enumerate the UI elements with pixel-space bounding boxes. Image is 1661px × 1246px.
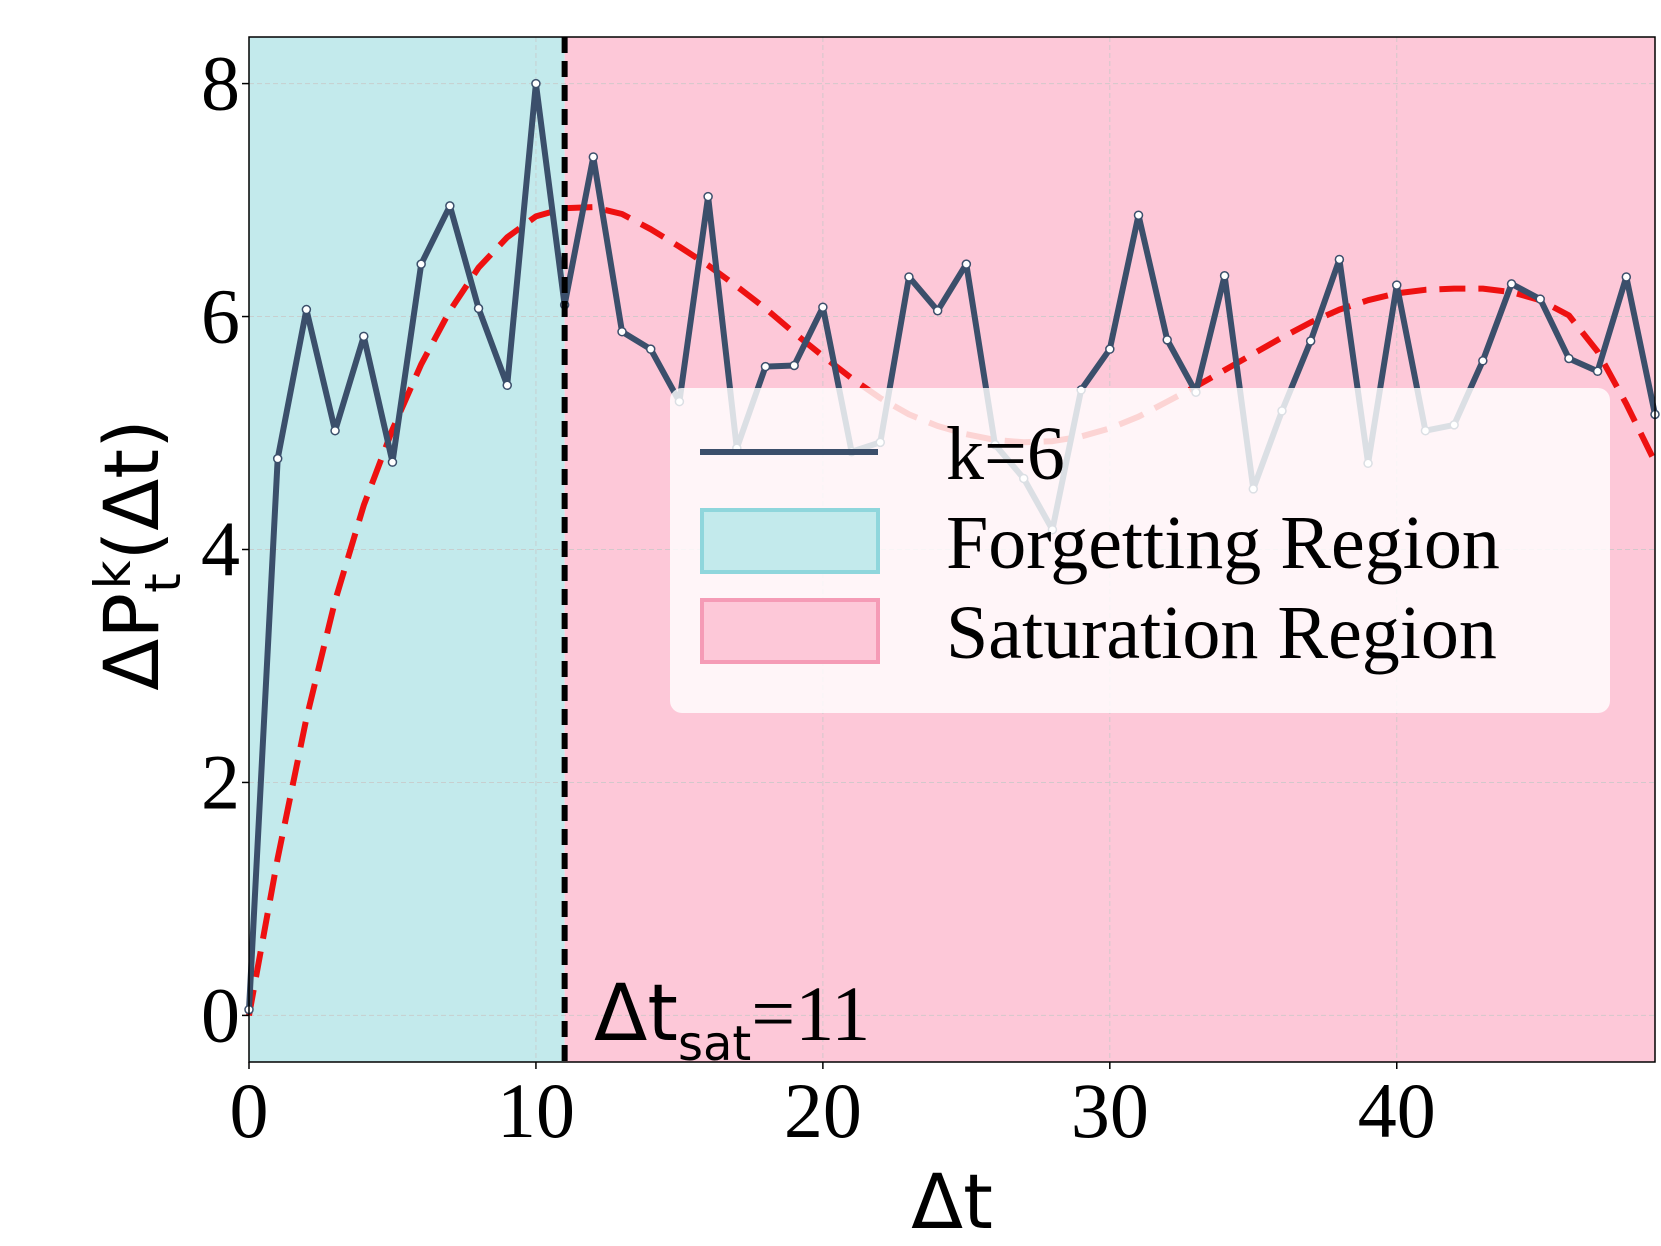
saturation-annotation: Δtsat=11 [594,969,870,1072]
data-point [531,78,541,89]
data-point [1392,280,1402,290]
x-tick-label: 30 [1071,1067,1149,1154]
y-tick-label: 2 [201,738,240,825]
data-point [1564,353,1574,364]
x-tick-label: 20 [784,1067,862,1154]
x-axis-label: Δt [911,1157,993,1246]
annotation-subscript: sat [678,1016,751,1072]
y-label-subscript: t [134,573,192,593]
data-point [818,302,828,312]
data-point [1334,254,1345,265]
data-point [272,453,283,464]
y-axis-ticks: 0 2 4 6 8 [201,40,249,1058]
data-point [387,457,398,467]
y-tick-label: 6 [201,273,240,360]
data-point [789,360,799,371]
legend-swatch-saturation [700,598,880,664]
data-point [1478,356,1488,366]
x-tick-label: 40 [1358,1067,1436,1154]
data-point [359,331,369,342]
data-point [904,272,914,282]
data-point [330,425,340,436]
x-axis-ticks: 0 10 20 30 40 [230,1062,1436,1154]
x-tick-label: 10 [497,1067,575,1154]
data-point [1592,366,1603,377]
data-point [1506,279,1517,289]
data-point [473,303,484,314]
data-point [703,191,713,202]
legend-label: k=6 [946,412,1065,496]
data-point [1621,272,1632,282]
data-point [932,305,943,316]
y-tick-label: 4 [201,506,240,593]
data-point [1535,294,1545,304]
legend-label: Saturation Region [946,591,1497,675]
annotation-value: =11 [751,970,870,1057]
data-point [416,259,426,269]
data-point [1105,344,1115,354]
data-point [1219,271,1230,281]
x-tick-label: 0 [230,1067,269,1154]
y-label-superscript: k [84,560,142,589]
data-point [1162,335,1172,345]
y-tick-label: 8 [201,40,240,127]
y-label-base: ΔP [87,593,176,691]
data-point [645,344,656,354]
y-axis-label: ΔPtk(Δt) [84,419,192,691]
legend-swatch-forgetting [700,508,880,574]
data-point [301,304,312,315]
data-point [760,361,771,372]
y-label-argument: (Δt) [87,419,176,560]
data-point [617,326,627,337]
annotation-symbol: Δt [594,969,678,1059]
data-point [588,152,599,162]
data-point [961,259,972,269]
data-point [1305,336,1316,346]
legend-label: Forgetting Region [946,501,1500,585]
data-point [1133,210,1144,220]
y-tick-label: 0 [201,971,240,1058]
legend-box [670,388,1610,713]
data-point [445,201,455,211]
data-point [502,380,512,391]
